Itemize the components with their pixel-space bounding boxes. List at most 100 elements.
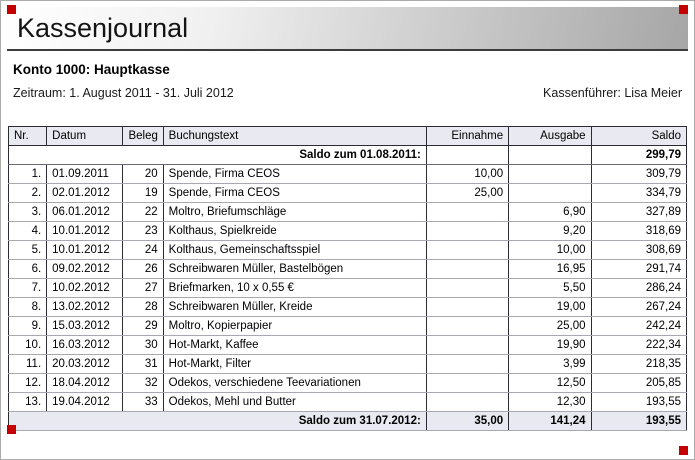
table-row: 12. 18.04.2012 32 Odekos, verschiedene Teev… <box>7 373 688 393</box>
cell-ausgabe: 12,30 <box>508 392 592 412</box>
column-header-datum: Datum <box>46 126 124 146</box>
cell-buchungstext: Schreibwaren Müller, Bastelbögen <box>162 259 427 279</box>
cell-beleg: 26 <box>122 259 164 279</box>
cell-nr: 3. <box>7 202 48 222</box>
cell-nr: 10. <box>7 335 48 355</box>
cell-ausgabe: 141,24 <box>508 411 592 431</box>
cell-ausgabe: 6,90 <box>508 202 592 222</box>
cell-saldo: 308,69 <box>590 240 688 260</box>
cell-beleg: 23 <box>122 221 164 241</box>
cell-nr: 1. <box>7 164 48 184</box>
cell-nr: 11. <box>7 354 48 374</box>
cell-saldo: 222,34 <box>590 335 688 355</box>
cell-buchungstext: Moltro, Kopierpapier <box>162 316 427 336</box>
cell-datum: 06.01.2012 <box>46 202 124 222</box>
cell-saldo: 193,55 <box>590 411 688 431</box>
cell-saldo: 334,79 <box>590 183 688 203</box>
cell-buchungstext: Kolthaus, Gemeinschaftsspiel <box>162 240 427 260</box>
cell-nr: 2. <box>7 183 48 203</box>
cell-saldo: 286,24 <box>590 278 688 298</box>
table-row: 9. 15.03.2012 29 Moltro, Kopierpapier 25,00 2… <box>7 316 688 336</box>
cell-beleg: 24 <box>122 240 164 260</box>
cell-ausgabe: 3,99 <box>508 354 592 374</box>
cell-einnahme <box>425 354 510 374</box>
cell-nr: 7. <box>7 278 48 298</box>
cell-einnahme: 35,00 <box>425 411 510 431</box>
cell-datum: 13.02.2012 <box>46 297 124 317</box>
cell-saldo: 218,35 <box>590 354 688 374</box>
cell-ausgabe: 5,50 <box>508 278 592 298</box>
cell-beleg: 31 <box>122 354 164 374</box>
cell-balance-label: Saldo zum 01.08.2011: <box>8 145 427 165</box>
cell-balance-label: Saldo zum 31.07.2012: <box>8 411 427 431</box>
cell-ausgabe: 10,00 <box>508 240 592 260</box>
cell-nr: 6. <box>7 259 48 279</box>
cell-einnahme <box>425 145 510 165</box>
cell-buchungstext: Spende, Firma CEOS <box>162 164 427 184</box>
table-row: 10. 16.03.2012 30 Hot-Markt, Kaffee 19,90 222… <box>7 335 688 355</box>
cell-ausgabe: 19,00 <box>508 297 592 317</box>
cell-buchungstext: Odekos, verschiedene Teevariationen <box>162 373 427 393</box>
cell-datum: 10.02.2012 <box>46 278 124 298</box>
cell-einnahme <box>425 202 510 222</box>
cell-saldo: 267,24 <box>590 297 688 317</box>
cell-ausgabe: 9,20 <box>508 221 592 241</box>
cell-buchungstext: Moltro, Briefumschläge <box>162 202 427 222</box>
cell-saldo: 299,79 <box>590 145 688 165</box>
column-header-nr: Nr. <box>7 126 48 146</box>
crop-mark-icon <box>679 446 688 455</box>
cell-einnahme <box>425 278 510 298</box>
column-header-beleg: Beleg <box>122 126 164 146</box>
cell-beleg: 22 <box>122 202 164 222</box>
cell-einnahme <box>425 373 510 393</box>
cell-einnahme: 25,00 <box>425 183 510 203</box>
cell-einnahme <box>425 392 510 412</box>
cell-beleg: 33 <box>122 392 164 412</box>
cell-saldo: 193,55 <box>590 392 688 412</box>
cell-nr: 4. <box>7 221 48 241</box>
closing-balance-row: Saldo zum 31.07.2012: 35,00 141,24 193,55 <box>8 411 688 431</box>
cell-saldo: 318,69 <box>590 221 688 241</box>
cell-nr: 12. <box>7 373 48 393</box>
cell-ausgabe: 19,90 <box>508 335 592 355</box>
cell-saldo: 291,74 <box>590 259 688 279</box>
table-row: 2. 02.01.2012 19 Spende, Firma CEOS 25,00 334… <box>7 183 688 203</box>
title-band: Kassenjournal <box>7 7 688 51</box>
cell-datum: 10.01.2012 <box>46 221 124 241</box>
cell-einnahme <box>425 221 510 241</box>
cell-beleg: 28 <box>122 297 164 317</box>
cell-beleg: 30 <box>122 335 164 355</box>
cell-datum: 10.01.2012 <box>46 240 124 260</box>
crop-mark-icon <box>679 5 688 14</box>
journal-table: Nr. Datum Beleg Buchungstext Einnahme Ausgabe… <box>7 126 688 431</box>
cell-beleg: 27 <box>122 278 164 298</box>
journal-table-wrap: Nr. Datum Beleg Buchungstext Einnahme Ausgabe… <box>7 126 688 431</box>
cell-einnahme <box>425 240 510 260</box>
cell-datum: 01.09.2011 <box>46 164 124 184</box>
column-header-ausgabe: Ausgabe <box>508 126 592 146</box>
cell-buchungstext: Spende, Firma CEOS <box>162 183 427 203</box>
cell-nr: 5. <box>7 240 48 260</box>
cell-datum: 15.03.2012 <box>46 316 124 336</box>
table-row: 6. 09.02.2012 26 Schreibwaren Müller, Baste… <box>7 259 688 279</box>
account-line: Konto 1000: Hauptkasse <box>13 62 170 77</box>
cell-saldo: 242,24 <box>590 316 688 336</box>
cell-ausgabe <box>508 164 592 184</box>
cell-beleg: 19 <box>122 183 164 203</box>
cell-buchungstext: Schreibwaren Müller, Kreide <box>162 297 427 317</box>
cell-nr: 9. <box>7 316 48 336</box>
table-row: 4. 10.01.2012 23 Kolthaus, Spielkreide 9,20 3… <box>7 221 688 241</box>
table-row: 13. 19.04.2012 33 Odekos, Mehl und Butter 12… <box>7 392 688 412</box>
cell-datum: 16.03.2012 <box>46 335 124 355</box>
cell-saldo: 205,85 <box>590 373 688 393</box>
cell-buchungstext: Hot-Markt, Kaffee <box>162 335 427 355</box>
table-row: 3. 06.01.2012 22 Moltro, Briefumschläge 6,90… <box>7 202 688 222</box>
table-row: 1. 01.09.2011 20 Spende, Firma CEOS 10,00 309… <box>7 164 688 184</box>
column-header-saldo: Saldo <box>590 126 688 146</box>
table-body: Saldo zum 01.08.2011: 299,79 1. 01.09.2011 2… <box>7 145 688 431</box>
cell-beleg: 32 <box>122 373 164 393</box>
cell-nr: 8. <box>7 297 48 317</box>
cell-ausgabe <box>508 145 592 165</box>
column-header-buchungstext: Buchungstext <box>162 126 427 146</box>
